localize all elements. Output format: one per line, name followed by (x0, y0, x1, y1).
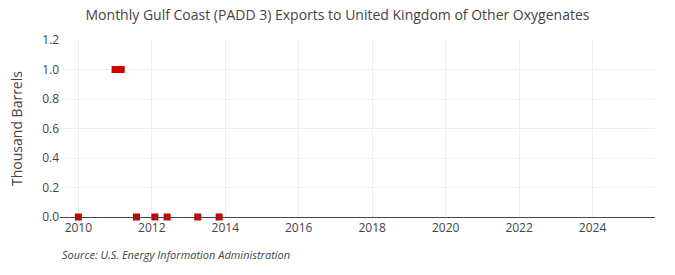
svg-text:0.4: 0.4 (42, 149, 59, 166)
svg-text:Source: U.S. Energy Informatio: Source: U.S. Energy Information Administ… (62, 247, 290, 262)
svg-text:0.2: 0.2 (42, 179, 59, 196)
svg-text:0.8: 0.8 (42, 90, 59, 107)
svg-text:2014: 2014 (212, 219, 240, 236)
svg-text:0.6: 0.6 (42, 120, 59, 137)
svg-text:Thousand Barrels: Thousand Barrels (7, 71, 26, 186)
svg-text:2022: 2022 (505, 219, 533, 236)
svg-text:0.0: 0.0 (42, 208, 59, 225)
svg-text:2020: 2020 (432, 219, 460, 236)
svg-text:2024: 2024 (579, 219, 607, 236)
svg-text:2012: 2012 (138, 219, 166, 236)
svg-text:2018: 2018 (358, 219, 386, 236)
svg-text:1.0: 1.0 (42, 61, 59, 78)
svg-text:2010: 2010 (65, 219, 93, 236)
svg-text:1.2: 1.2 (42, 31, 59, 48)
svg-text:2016: 2016 (285, 219, 313, 236)
svg-text:Monthly Gulf Coast (PADD 3) Ex: Monthly Gulf Coast (PADD 3) Exports to U… (86, 5, 590, 24)
